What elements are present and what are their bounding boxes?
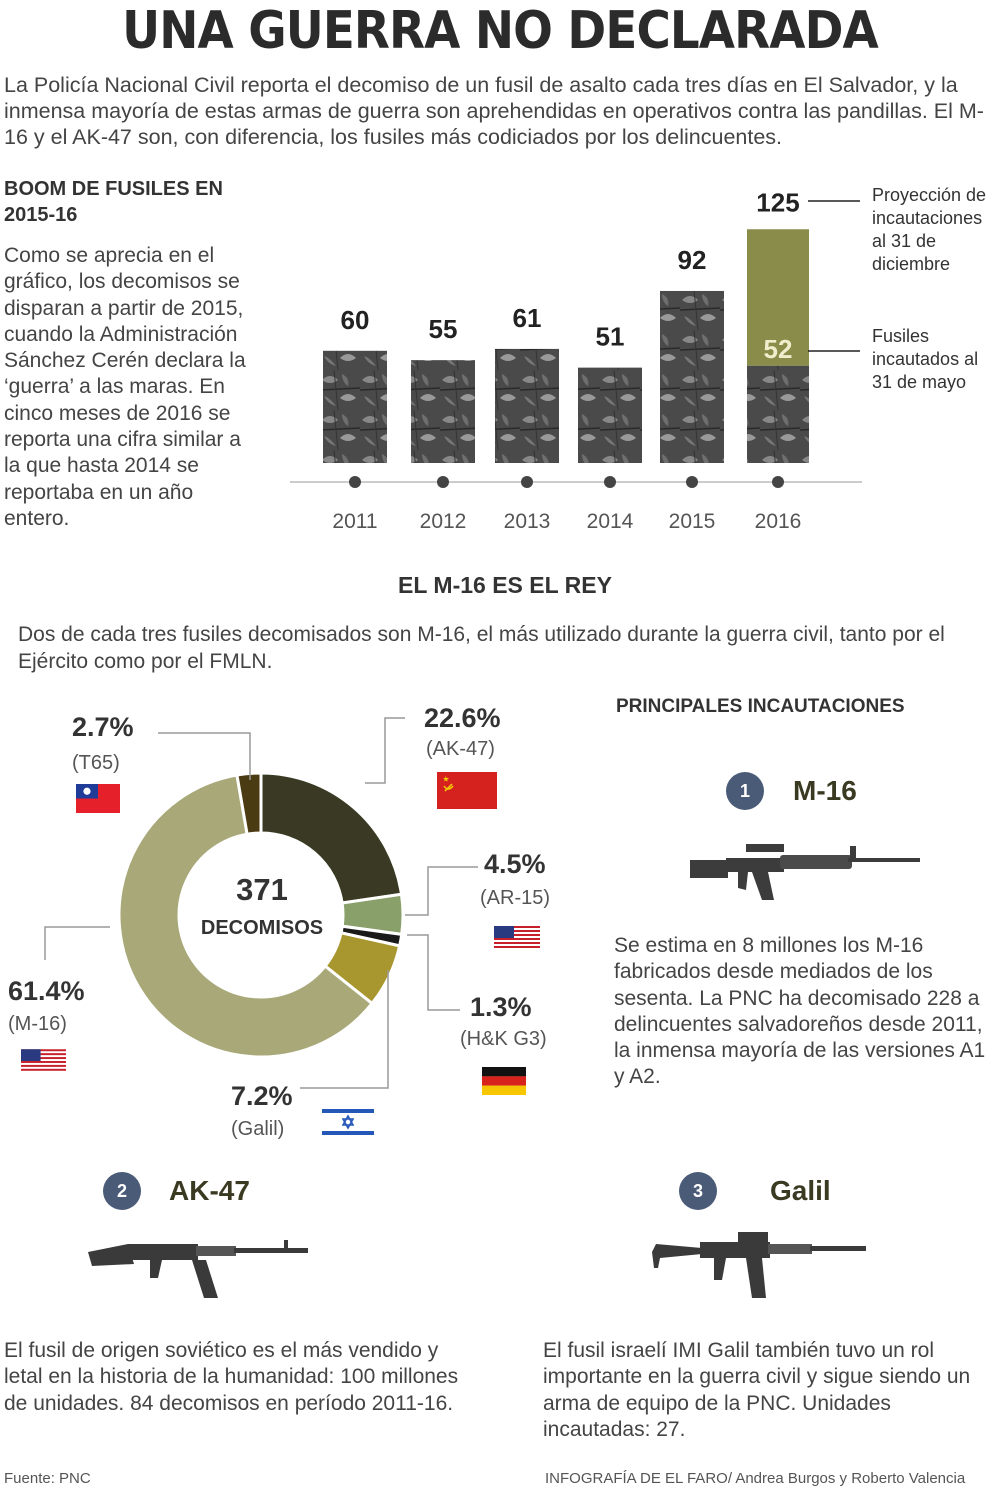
donut-center-label: DECOMISOS [200, 917, 324, 939]
label-ar15: (AR-15) [480, 887, 551, 909]
pct-ak47: 22.6% [424, 703, 501, 733]
bar-value-label-2016: 52 [764, 334, 793, 364]
galil-description: El fusil israelí IMI Galil también tuvo … [543, 1339, 971, 1441]
rank-badge-3: 3 [679, 1172, 717, 1210]
bar-value-label-2015: 92 [678, 245, 707, 275]
projection-note: Proyección de incautaciones al 31 de dic… [872, 185, 987, 274]
pct-ar15: 4.5% [484, 849, 546, 879]
bar-value-label-2011: 60 [341, 305, 370, 335]
rank-badge-1: 1 [726, 772, 764, 810]
label-m16: (M-16) [8, 1013, 67, 1035]
label-galil: (Galil) [231, 1118, 285, 1140]
x-tick-label-2011: 2011 [332, 510, 377, 533]
bar-projection-2016 [747, 229, 809, 366]
donut-slice-m-16 [117, 773, 375, 1059]
leader-ar15 [405, 866, 478, 916]
label-ak47: (AK-47) [426, 738, 495, 760]
donut-slice-t65 [235, 771, 263, 836]
axis-dot-2013 [521, 476, 533, 488]
pct-galil: 7.2% [231, 1081, 293, 1111]
pct-m16: 61.4% [8, 976, 85, 1006]
leader-ak47 [365, 717, 405, 784]
bar-2016 [747, 365, 809, 463]
pct-t65: 2.7% [72, 712, 134, 742]
m16-section-text: Dos de cada tres fusiles decomisados son… [18, 623, 945, 673]
m16-rifle-icon [690, 844, 920, 900]
page-title: UNA GUERRA NO DECLARADA [122, 1, 879, 61]
label-hk: (H&K G3) [460, 1028, 547, 1050]
x-tick-label-2014: 2014 [587, 510, 634, 533]
label-t65: (T65) [72, 752, 120, 774]
axis-dot-2016 [772, 476, 784, 488]
leader-m16 [44, 926, 110, 960]
boom-heading: BOOM DE FUSILES EN 2015-16 [4, 178, 223, 226]
x-tick-label-2012: 2012 [420, 510, 467, 533]
bar-chart: 60 2011 55 2012 61 2013 51 2014 92 2015 125 52 2016 [290, 187, 862, 533]
axis-dot-2014 [604, 476, 616, 488]
galil-rifle-icon [652, 1232, 866, 1298]
bar-value-label-2012: 55 [429, 314, 458, 344]
leader-hk [407, 934, 460, 1011]
donut-slice-ak-47 [259, 771, 404, 905]
seized-note: Fusiles incautados al 31 de mayo [872, 326, 979, 392]
bar-2011 [323, 350, 387, 463]
pct-hk: 1.3% [470, 992, 532, 1022]
taiwan-flag-icon [76, 784, 120, 813]
leader-t65 [158, 732, 251, 780]
rifle-name-galil: Galil [770, 1175, 831, 1206]
donut-chart [44, 717, 478, 1089]
rank-badge-2: 2 [103, 1172, 141, 1210]
ussr-flag-icon [437, 772, 497, 809]
bar-2012 [411, 360, 475, 463]
germany-flag-icon [482, 1067, 526, 1095]
intro-text: La Policía Nacional Civil reporta el dec… [4, 73, 984, 149]
x-tick-label-2016: 2016 [755, 510, 802, 533]
principales-heading: PRINCIPALES INCAUTACIONES [616, 696, 905, 717]
x-tick-label-2013: 2013 [504, 510, 551, 533]
x-tick-label-2015: 2015 [669, 510, 716, 533]
bar-2015 [660, 290, 724, 463]
ak47-rifle-icon [88, 1240, 308, 1298]
leader-galil [300, 970, 389, 1089]
usa-flag-icon-ar15 [494, 926, 540, 950]
m16-section-heading: EL M-16 ES EL REY [398, 572, 612, 598]
ak47-description: El fusil de origen soviético es el más v… [4, 1339, 459, 1415]
axis-dot-2011 [349, 476, 361, 488]
bar-2014 [578, 367, 642, 463]
credits-note: INFOGRAFÍA DE EL FARO/ Andrea Burgos y R… [545, 1470, 966, 1487]
source-note: Fuente: PNC [4, 1470, 91, 1487]
rifle-name-m16: M-16 [793, 775, 857, 806]
axis-dot-2015 [686, 476, 698, 488]
donut-leader-lines [44, 717, 478, 1089]
m16-description: Se estima en 8 millones los M-16 fabrica… [614, 934, 986, 1089]
bar-2013 [495, 348, 559, 463]
bar-projection-label-2016: 125 [756, 187, 799, 217]
donut-center-number: 371 [236, 872, 288, 907]
usa-flag-icon-m16 [21, 1049, 66, 1073]
bar-value-label-2014: 51 [596, 322, 625, 352]
israel-flag-icon [322, 1106, 374, 1138]
axis-dot-2012 [437, 476, 449, 488]
boom-text: Como se aprecia en el gráfico, los decom… [4, 244, 246, 530]
bar-value-label-2013: 61 [513, 303, 542, 333]
rifle-name-ak47: AK-47 [169, 1175, 250, 1206]
